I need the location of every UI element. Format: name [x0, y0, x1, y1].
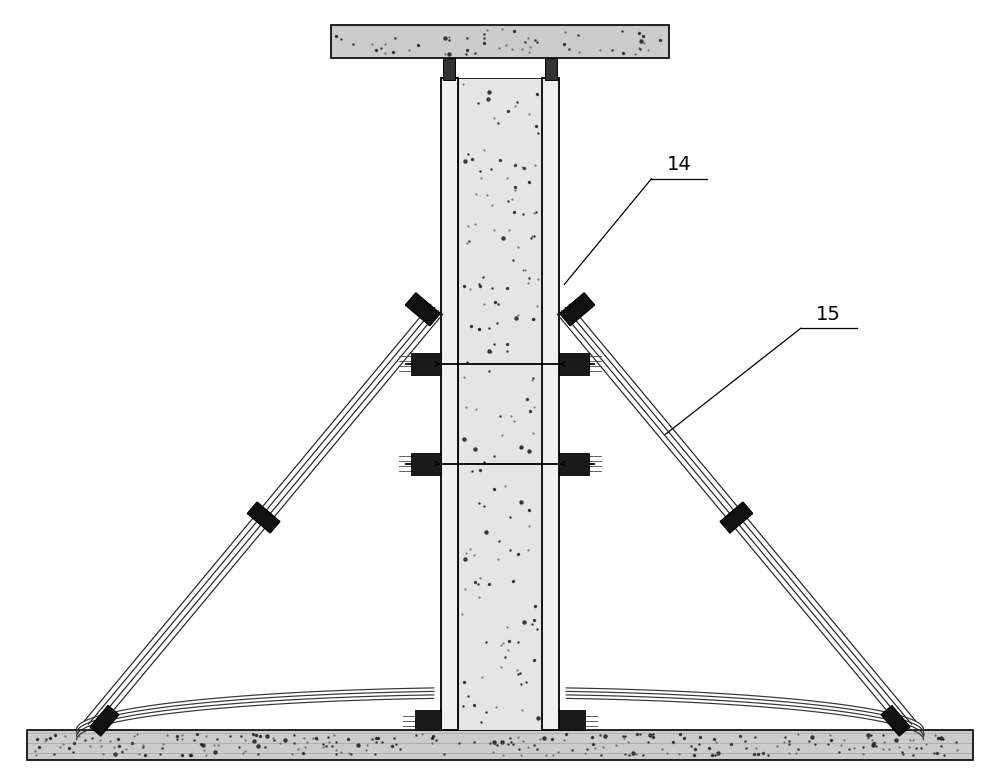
- Polygon shape: [720, 502, 753, 533]
- Bar: [415, 710, 441, 730]
- Bar: [441, 78, 458, 730]
- Bar: [559, 453, 589, 474]
- Polygon shape: [405, 293, 440, 326]
- Bar: [411, 453, 441, 474]
- Bar: [542, 78, 559, 730]
- Polygon shape: [247, 502, 280, 533]
- Text: 15: 15: [816, 305, 841, 324]
- Bar: [559, 353, 589, 375]
- Text: 14: 14: [667, 155, 692, 175]
- Bar: [559, 710, 585, 730]
- Bar: [545, 58, 557, 80]
- Polygon shape: [881, 706, 910, 736]
- Polygon shape: [560, 293, 595, 326]
- Bar: [458, 78, 542, 730]
- Bar: [27, 730, 973, 760]
- Bar: [331, 25, 669, 58]
- Bar: [443, 58, 455, 80]
- Bar: [411, 353, 441, 375]
- Polygon shape: [90, 706, 119, 736]
